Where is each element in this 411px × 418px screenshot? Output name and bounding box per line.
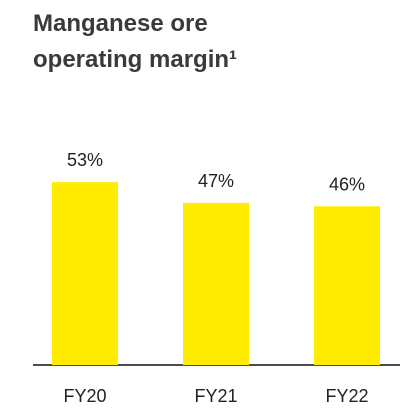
bar (52, 182, 118, 365)
x-tick-label: FY22 (325, 386, 368, 406)
x-tick-label: FY20 (63, 386, 106, 406)
bar (314, 206, 380, 365)
chart-title: Manganese ore operating margin¹ (33, 10, 238, 73)
x-tick-label: FY21 (194, 386, 237, 406)
data-label: 53% (67, 150, 103, 170)
data-label: 47% (198, 171, 234, 191)
data-label: 46% (329, 174, 365, 194)
bar (183, 202, 249, 365)
